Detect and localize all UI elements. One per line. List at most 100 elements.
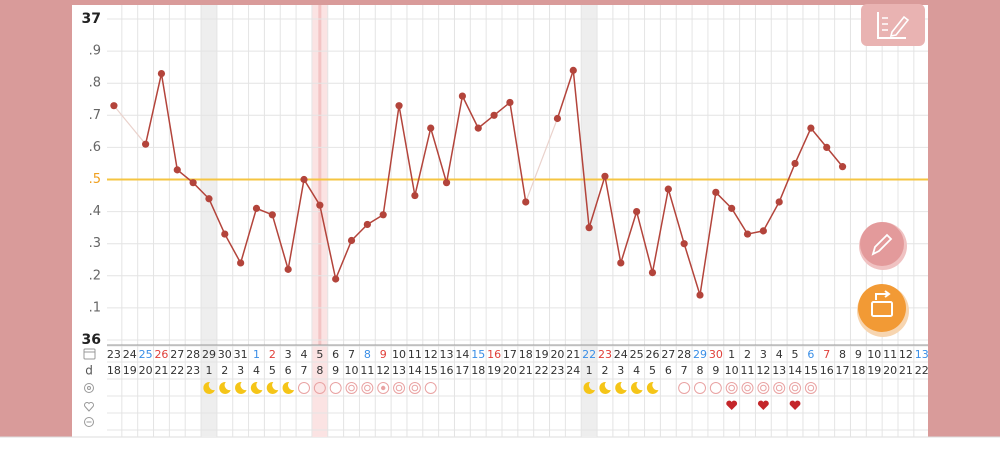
- date-label: 30: [709, 348, 723, 361]
- cycle-day-label: 24: [566, 364, 580, 377]
- temperature-point: [506, 98, 514, 107]
- date-label: 28: [186, 348, 200, 361]
- moon-icon: [630, 381, 643, 394]
- moon-icon: [219, 381, 231, 394]
- mucus-icon-dot: [87, 386, 91, 390]
- cycle-day-label: 1: [586, 364, 593, 377]
- date-label: 14: [455, 348, 469, 361]
- moon-icon: [250, 381, 263, 394]
- mucus-star: [381, 385, 386, 391]
- temperature-point: [791, 159, 799, 168]
- date-label: 5: [316, 348, 323, 361]
- mucus-inner: [411, 384, 419, 392]
- share-button[interactable]: [857, 284, 909, 337]
- date-label: 17: [503, 348, 517, 361]
- date-label: 8: [839, 348, 846, 361]
- date-label: 21: [566, 348, 580, 361]
- date-label: 25: [139, 348, 153, 361]
- cycle-day-label: 8: [316, 364, 323, 377]
- date-label: 3: [760, 348, 767, 361]
- edit-chart-axis: [877, 12, 906, 39]
- cycle-day-label: 19: [123, 364, 137, 377]
- mucus-circle: [393, 382, 406, 394]
- temperature-point: [268, 211, 276, 219]
- date-label: 27: [661, 348, 675, 361]
- y-tick-label: .3: [89, 236, 101, 251]
- temperature-point: [205, 195, 213, 203]
- date-label: 1: [728, 348, 735, 361]
- mucus-circle: [408, 382, 421, 394]
- y-tick-label: .9: [89, 44, 101, 59]
- date-label: 23: [598, 348, 612, 361]
- temperature-point: [474, 124, 482, 132]
- temperature-point: [807, 124, 815, 132]
- date-label: 8: [364, 348, 371, 361]
- plot: [107, 66, 928, 299]
- mucus-circle: [345, 382, 358, 394]
- cycle-day-label: 18: [851, 364, 865, 377]
- temperature-point: [237, 259, 245, 267]
- temperature-point: [189, 179, 197, 187]
- cycle-day-label: 21: [899, 364, 913, 377]
- date-label: 6: [807, 348, 814, 361]
- moon-icon: [234, 381, 247, 394]
- temperature-point: [838, 163, 847, 171]
- date-label: 19: [535, 348, 549, 361]
- mucus-circle: [757, 382, 770, 394]
- gap-connector: [113, 105, 147, 145]
- date-label: 29: [693, 348, 707, 361]
- date-label: 11: [883, 348, 897, 361]
- date-label: 3: [285, 348, 292, 361]
- edit-chart-pen: [889, 15, 910, 38]
- mucus-circle: [361, 382, 374, 394]
- y-tick-label: .8: [89, 76, 101, 91]
- mucus-circle: [725, 382, 738, 394]
- temperature-point: [173, 166, 181, 174]
- date-label: 12: [899, 348, 913, 361]
- temperature-point: [221, 230, 229, 238]
- temperature-point: [728, 204, 736, 212]
- temperature-point: [157, 69, 166, 78]
- cycle-day-label: d: [85, 364, 93, 378]
- cycle-day-label: 3: [617, 364, 624, 377]
- date-label: 26: [154, 348, 168, 361]
- temperature-point: [252, 204, 261, 212]
- temperature-point: [110, 102, 118, 110]
- temperature-point: [142, 140, 150, 148]
- date-label: 4: [776, 348, 783, 361]
- date-label: 13: [440, 348, 454, 361]
- fab-share[interactable]: [858, 284, 906, 332]
- cycle-day-label: 12: [376, 364, 390, 377]
- cycle-day-label: 18: [471, 364, 485, 377]
- temperature-point: [664, 185, 672, 193]
- cycle-day-label: 9: [712, 364, 719, 377]
- heart-icon: [757, 400, 769, 410]
- date-label: 12: [424, 348, 438, 361]
- cycle-day-label: 10: [345, 364, 359, 377]
- temperature-point: [442, 179, 451, 187]
- cycle-day-label: 19: [867, 364, 881, 377]
- mucus-inner: [728, 384, 735, 392]
- cycle-day-label: 12: [756, 364, 770, 377]
- cycle-day-label: 22: [170, 364, 184, 377]
- minus-icon: [84, 417, 94, 427]
- edit-chart-bg[interactable]: [861, 4, 925, 46]
- cycle-day-label: 13: [772, 364, 786, 377]
- date-label: 26: [645, 348, 659, 361]
- temperature-point: [743, 230, 752, 238]
- date-label: 24: [123, 348, 137, 361]
- fab-pen[interactable]: [860, 222, 904, 266]
- edit-chart-button[interactable]: [861, 4, 925, 46]
- cycle-day-label: 23: [550, 364, 564, 377]
- date-label: 27: [170, 348, 184, 361]
- cycle-day-label: 16: [440, 364, 454, 377]
- share-icon-arrow: [875, 290, 891, 300]
- temperature-point: [332, 275, 340, 283]
- cycle-day-label: 19: [487, 364, 501, 377]
- mucus-inner: [395, 384, 403, 392]
- mucus-circle: [709, 382, 722, 394]
- add-temperature-button[interactable]: [859, 222, 907, 270]
- temperature-point: [601, 172, 609, 180]
- date-label: 18: [519, 348, 533, 361]
- temperature-point: [284, 265, 292, 273]
